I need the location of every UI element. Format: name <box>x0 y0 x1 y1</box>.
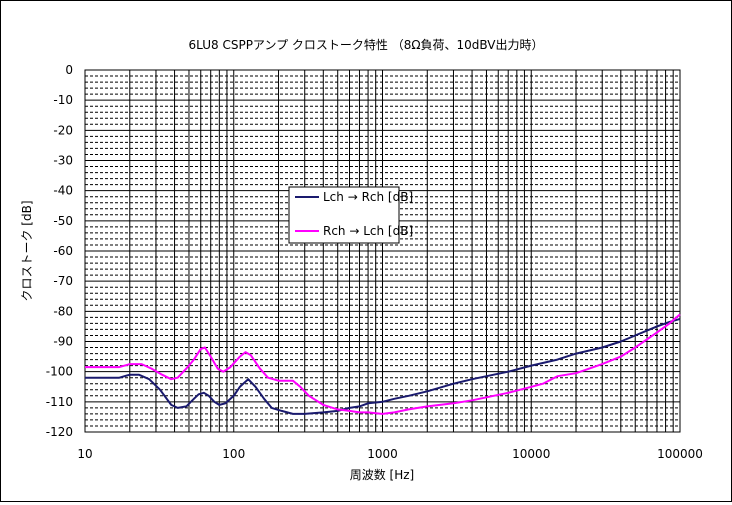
series-layer <box>85 313 681 415</box>
x-tick-labels: 10 100 1000 10000 100000 <box>77 447 703 461</box>
grid <box>85 70 680 432</box>
series-line-lch-to-rch <box>85 317 681 415</box>
y-axis-label: クロストーク [dB] <box>20 200 34 301</box>
y-tick-label: -40 <box>53 184 73 198</box>
x-tick-label: 1000 <box>367 447 398 461</box>
y-tick-label: -70 <box>53 274 73 288</box>
y-tick-label: -110 <box>46 395 73 409</box>
plot-border <box>84 69 681 433</box>
series-line-rch-to-lch <box>85 313 681 415</box>
x-tick-label: 10 <box>77 447 92 461</box>
legend: Lch → Rch [dB] Rch → Lch [dB] <box>288 186 413 244</box>
y-tick-label: -60 <box>53 244 73 258</box>
x-tick-label: 100 <box>222 447 245 461</box>
x-tick-label: 10000 <box>512 447 550 461</box>
x-axis-label: 周波数 [Hz] <box>350 467 415 482</box>
y-tick-label: -80 <box>53 304 73 318</box>
y-tick-label: 0 <box>65 63 73 77</box>
chart-title: 6LU8 CSPPアンプ クロストーク特性 （8Ω負荷、10dBV出力時） <box>189 37 544 52</box>
y-tick-label: -100 <box>46 365 73 379</box>
y-tick-label: -120 <box>46 425 73 439</box>
y-tick-labels: 0 -10 -20 -30 -40 -50 -60 -70 -80 -90 -100 -110 -120 <box>46 63 73 439</box>
legend-label-rch-to-lch: Rch → Lch [dB] <box>323 224 413 238</box>
x-tick-label: 100000 <box>657 447 703 461</box>
y-tick-label: -50 <box>53 214 73 228</box>
y-tick-label: -30 <box>53 154 73 168</box>
y-tick-label: -10 <box>53 93 73 107</box>
y-tick-label: -20 <box>53 123 73 137</box>
legend-label-lch-to-rch: Lch → Rch [dB] <box>323 190 413 204</box>
y-tick-label: -90 <box>53 335 73 349</box>
